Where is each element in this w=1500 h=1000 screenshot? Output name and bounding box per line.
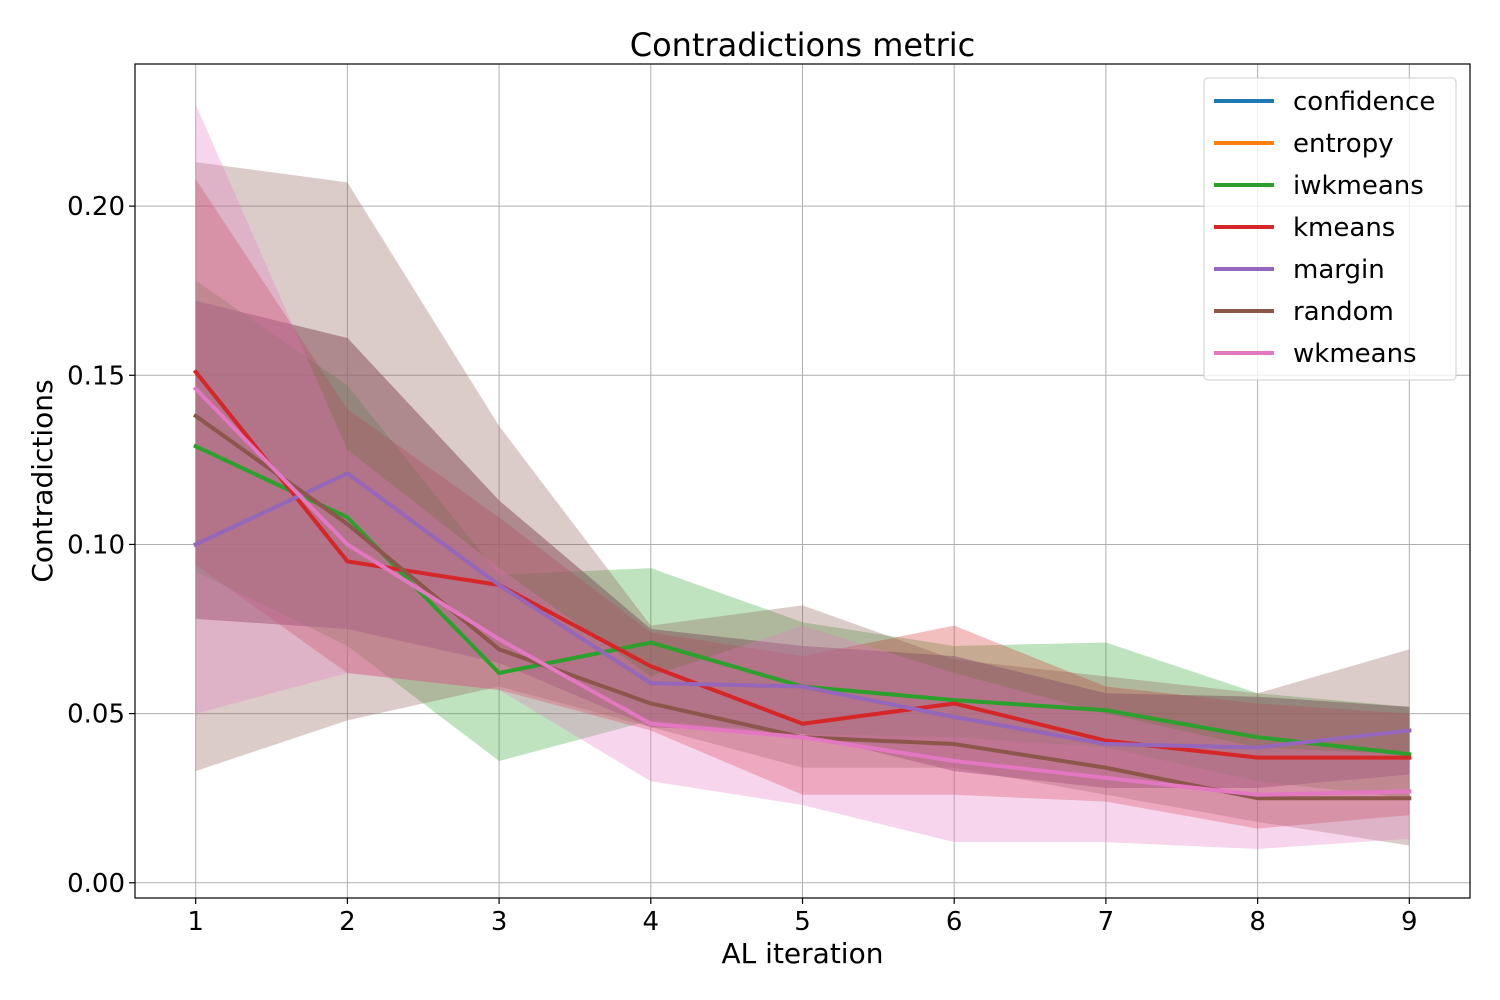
y-tick-label: 0.20 [67, 192, 125, 222]
legend-label-random: random [1293, 297, 1394, 327]
legend-label-margin: margin [1293, 255, 1385, 285]
legend-label-entropy: entropy [1293, 129, 1394, 159]
x-tick-label: 1 [187, 907, 204, 937]
x-axis-label: AL iteration [722, 937, 884, 970]
y-tick-label: 0.00 [67, 869, 125, 899]
x-tick-label: 8 [1249, 907, 1266, 937]
line-margin [193, 471, 1412, 750]
x-tick-label: 5 [794, 907, 811, 937]
y-axis-label: Contradictions [26, 379, 59, 582]
chart-title: Contradictions metric [630, 26, 976, 64]
legend-label-wkmeans: wkmeans [1293, 339, 1417, 369]
legend: confidence entropy iwkmeans kmeans margin ran… [1203, 77, 1457, 381]
band-kmeans [195, 179, 1410, 829]
axis-ticks: 1 2 3 4 5 6 7 8 9 0.00 0.05 0.10 0.15 0.20 [67, 192, 1417, 937]
legend-label-confidence: confidence [1293, 87, 1435, 117]
x-tick-label: 9 [1401, 907, 1418, 937]
x-tick-label: 4 [643, 907, 660, 937]
band-iwkmeans [195, 280, 1410, 799]
x-tick-label: 7 [1098, 907, 1115, 937]
y-tick-label: 0.10 [67, 530, 125, 560]
line-wkmeans [192, 385, 1412, 797]
y-tick-label: 0.15 [67, 361, 125, 391]
legend-box [1203, 77, 1457, 381]
y-tick-label: 0.05 [67, 700, 125, 730]
x-tick-label: 2 [339, 907, 356, 937]
legend-label-kmeans: kmeans [1293, 213, 1395, 243]
line-kmeans [192, 369, 1412, 760]
band-wkmeans [195, 104, 1410, 849]
x-tick-label: 6 [946, 907, 963, 937]
x-tick-label: 3 [491, 907, 508, 937]
legend-label-iwkmeans: iwkmeans [1293, 171, 1424, 201]
series-lines [192, 369, 1412, 801]
